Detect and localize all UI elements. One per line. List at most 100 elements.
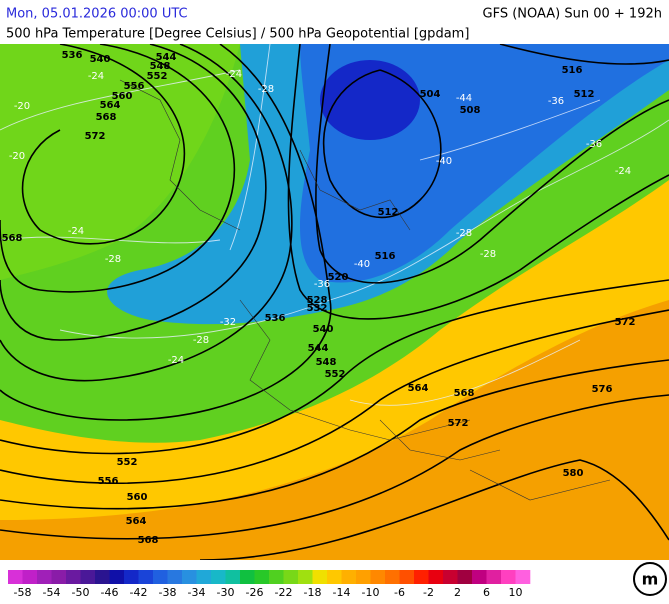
color-swatch: [211, 570, 226, 584]
color-bar-label: -50: [72, 586, 90, 599]
geopotential-label: 576: [592, 384, 613, 395]
color-swatch: [283, 570, 299, 584]
color-swatch: [196, 570, 212, 584]
temperature-label: -20: [9, 151, 25, 162]
color-bar-label: -42: [130, 586, 148, 599]
geopotential-label: 572: [448, 418, 469, 429]
geopotential-label: 568: [96, 112, 117, 123]
color-swatch: [225, 570, 241, 584]
temperature-label: -24: [168, 355, 184, 366]
color-bar-label: -14: [333, 586, 351, 599]
temperature-label: -28: [193, 335, 209, 346]
geopotential-label: 552: [325, 369, 346, 380]
color-swatch: [341, 570, 357, 584]
geopotential-label: 528: [307, 295, 328, 306]
geopotential-label: 548: [150, 61, 171, 72]
temperature-label: -24: [88, 71, 104, 82]
temperature-label: -28: [105, 254, 121, 265]
geopotential-label: 536: [62, 50, 83, 61]
color-bar-label: -22: [275, 586, 293, 599]
color-swatch: [124, 570, 139, 584]
temperature-label: -28: [456, 228, 472, 239]
color-swatch: [8, 570, 23, 584]
color-bar-label: 10: [509, 586, 523, 599]
geopotential-label: 572: [85, 131, 106, 142]
color-swatch: [138, 570, 154, 584]
run-time: Mon, 05.01.2026 00:00 UTC: [6, 7, 188, 22]
color-bar-label: -54: [43, 586, 61, 599]
temperature-label: -28: [258, 84, 274, 95]
geopotential-label: 516: [375, 251, 396, 262]
subtitle: 500 hPa Temperature [Degree Celsius] / 5…: [6, 27, 469, 42]
color-swatch: [240, 570, 255, 584]
color-bar-label: -38: [159, 586, 177, 599]
geopotential-label: 564: [126, 516, 147, 527]
color-swatch: [153, 570, 168, 584]
geopotential-label: 512: [574, 89, 595, 100]
temperature-label: -36: [548, 96, 564, 107]
temperature-label: -40: [354, 259, 370, 270]
color-bar: -58 -54 -50 -46 -42 -38 -34 -30 -26 -22 -18 -14 -10-…: [8, 570, 531, 599]
temperature-label: -20: [14, 101, 30, 112]
color-swatch: [254, 570, 270, 584]
temperature-label: -44: [456, 93, 472, 104]
color-swatch: [472, 570, 487, 584]
geopotential-label: 544: [308, 343, 329, 354]
color-swatch: [66, 570, 81, 584]
color-bar-label: 6: [483, 586, 490, 599]
geopotential-label: 564: [408, 383, 429, 394]
geopotential-label: 564: [100, 100, 121, 111]
color-swatch: [385, 570, 400, 584]
geopotential-label: 516: [562, 65, 583, 76]
color-swatch: [428, 570, 444, 584]
temperature-label: -28: [480, 249, 496, 260]
color-swatch: [515, 570, 531, 584]
color-swatch: [457, 570, 473, 584]
contour-labels: 536 540 5445485525565605645685725165125085…: [2, 50, 636, 546]
color-swatch: [51, 570, 67, 584]
logo: m: [633, 562, 667, 596]
color-swatch: [95, 570, 110, 584]
color-bar-label: -26: [246, 586, 264, 599]
temperature-label: -24: [68, 226, 84, 237]
geopotential-label: 540: [313, 324, 334, 335]
color-swatch: [109, 570, 125, 584]
geopotential-label: 568: [2, 233, 23, 244]
geopotential-label: 544: [156, 52, 177, 63]
geopotential-label: 560: [112, 91, 133, 102]
geopotential-label: 532: [307, 303, 328, 314]
geopotential-label: 568: [454, 388, 475, 399]
geopotential-label: 572: [615, 317, 636, 328]
geopotential-label: 556: [124, 81, 145, 92]
color-swatch: [486, 570, 502, 584]
geopotential-label: 552: [117, 457, 138, 468]
geopotential-label: 580: [563, 468, 584, 479]
temperature-label: -36: [586, 139, 602, 150]
geopotential-label: 568: [138, 535, 159, 546]
color-swatch: [370, 570, 386, 584]
color-swatch: [22, 570, 38, 584]
geopotential-label: 520: [328, 272, 349, 283]
color-swatch: [399, 570, 415, 584]
color-swatch: [167, 570, 183, 584]
temperature-label: -36: [314, 279, 330, 290]
map: [0, 44, 669, 560]
color-bar-label: -34: [188, 586, 206, 599]
temperature-label: -24: [615, 166, 631, 177]
color-bar-label: -46: [101, 586, 119, 599]
geopotential-label: 552: [147, 71, 168, 82]
color-swatch: [443, 570, 458, 584]
geopotential-label: 512: [378, 207, 399, 218]
color-bar-label: -10: [362, 586, 380, 599]
geopotential-label: 504: [420, 89, 441, 100]
color-bar-label: -18: [304, 586, 322, 599]
color-swatch: [80, 570, 96, 584]
geopotential-label: 548: [316, 357, 337, 368]
color-swatch: [269, 570, 284, 584]
color-bar-label: 2: [454, 586, 461, 599]
color-swatch: [501, 570, 516, 584]
temperature-label: -24: [226, 69, 242, 80]
color-swatch: [327, 570, 342, 584]
color-bar-label: -2: [423, 586, 434, 599]
